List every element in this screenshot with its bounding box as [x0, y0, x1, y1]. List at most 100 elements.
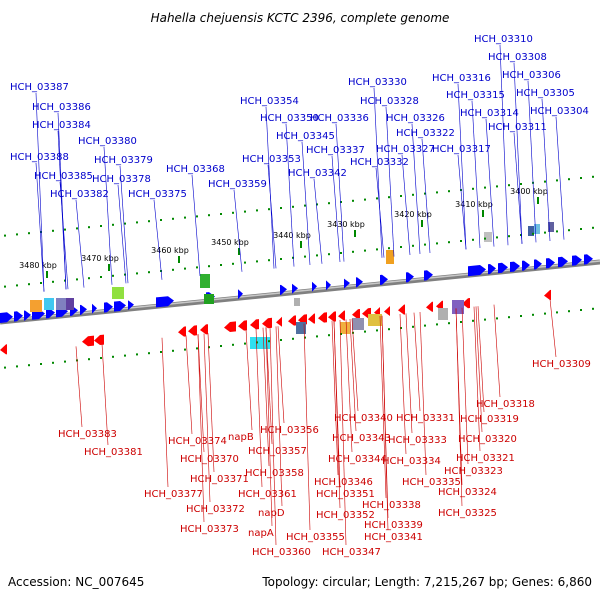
reverse-gene-leader: [161, 337, 169, 488]
reverse-gene-label: HCH_03361: [238, 489, 297, 500]
reverse-gene-arrow: [328, 311, 336, 322]
reverse-gene-arrow: [82, 335, 94, 347]
scale-dot: [484, 186, 486, 189]
scale-dot: [280, 207, 282, 209]
forward-gene-label: HCH_03375: [128, 189, 187, 200]
forward-gene-leader: [233, 189, 243, 272]
forward-gene-arrow: [468, 265, 486, 277]
scale-dot: [232, 262, 234, 265]
scale-dot: [148, 271, 150, 274]
reverse-gene-arrow: [338, 310, 345, 321]
kbp-tick-mark: [537, 197, 539, 204]
reverse-gene-leader: [461, 307, 469, 465]
forward-gene-label: HCH_03310: [474, 34, 533, 45]
kbp-tick-mark: [238, 248, 240, 255]
scale-dot: [400, 327, 402, 329]
reverse-gene-label: HCH_03339: [364, 520, 423, 531]
scale-dot: [244, 342, 246, 345]
reverse-gene-label: HCH_03343: [332, 433, 391, 444]
scale-dot: [496, 317, 498, 320]
forward-gene-leader: [485, 118, 495, 247]
forward-gene-arrow: [344, 278, 350, 289]
forward-gene-arrow: [558, 256, 568, 268]
forward-gene-label: HCH_03342: [288, 168, 347, 179]
reverse-gene-label: HCH_03351: [316, 489, 375, 500]
reverse-gene-label: HCH_03360: [252, 547, 311, 558]
reverse-gene-leader: [475, 306, 483, 433]
scale-dot: [232, 343, 234, 346]
scale-dot: [568, 229, 570, 232]
scale-dot: [472, 238, 474, 241]
reverse-gene-label: napB: [228, 432, 254, 443]
scale-dot: [316, 335, 318, 338]
reverse-gene-label: HCH_03324: [438, 487, 497, 498]
reverse-gene-leader: [269, 326, 277, 546]
scale-dot: [88, 226, 90, 229]
forward-gene-leader: [103, 146, 113, 285]
scale-dot: [52, 280, 54, 283]
forward-gene-leader: [285, 123, 295, 267]
forward-gene-label: HCH_03330: [348, 77, 407, 88]
scale-dot: [28, 283, 30, 286]
scale-dot: [244, 210, 246, 213]
reverse-gene-arrow: [200, 324, 208, 335]
scale-dot: [52, 361, 54, 364]
reverse-gene-arrow: [188, 325, 197, 336]
forward-gene-leader: [153, 199, 163, 280]
gene-feature-block: [30, 300, 42, 312]
scale-dot: [592, 307, 594, 310]
reverse-gene-leader: [381, 315, 389, 519]
reverse-gene-label: HCH_03309: [532, 359, 591, 370]
scale-dot: [196, 266, 198, 269]
scale-dot: [580, 177, 582, 179]
forward-gene-label: HCH_03382: [50, 189, 109, 200]
reverse-gene-leader: [101, 343, 109, 446]
scale-dot: [280, 339, 282, 341]
scale-dot: [136, 353, 138, 356]
scale-dot: [520, 315, 522, 317]
gene-feature-block: [296, 322, 306, 334]
reverse-gene-leader: [265, 327, 273, 445]
forward-gene-arrow: [128, 300, 134, 311]
scale-dot: [556, 179, 558, 182]
kbp-tick-mark: [300, 241, 302, 248]
forward-gene-label: HCH_03336: [310, 113, 369, 124]
gene-tracks: [0, 222, 593, 355]
reverse-gene-leader: [245, 329, 253, 431]
scale-dot: [268, 208, 270, 211]
forward-gene-arrow: [534, 259, 542, 270]
reverse-gene-labels: HCH_03383 HCH_03381 HCH_03374 napB HCH_03370…: [58, 298, 591, 558]
forward-gene-leader: [75, 199, 85, 288]
reverse-gene-label: HCH_03346: [314, 477, 373, 488]
forward-gene-leader: [457, 83, 467, 250]
scale-dot: [208, 214, 210, 217]
forward-gene-arrow: [14, 311, 23, 322]
reverse-gene-label: HCH_03331: [396, 413, 455, 424]
forward-gene-arrow: [114, 301, 126, 312]
scale-dot: [292, 256, 294, 259]
forward-gene-leader: [513, 62, 523, 244]
kbp-tick-mark: [482, 210, 484, 217]
reverse-gene-label: HCH_03383: [58, 429, 117, 440]
reverse-gene-arrow: [262, 317, 272, 329]
scale-dot: [580, 309, 582, 311]
forward-gene-leader: [499, 44, 509, 246]
forward-gene-leader: [119, 165, 129, 284]
reverse-gene-label: HCH_03335: [402, 477, 461, 488]
gene-feature-block: [352, 318, 364, 330]
reverse-gene-label: HCH_03320: [458, 434, 517, 445]
scale-dot: [460, 240, 462, 242]
scale-dot: [496, 185, 498, 188]
scale-dot: [544, 231, 546, 234]
reverse-gene-leader: [493, 304, 501, 398]
forward-gene-label: HCH_03308: [488, 52, 547, 63]
scale-dot: [4, 366, 6, 369]
scale-dot: [136, 221, 138, 224]
scale-dot: [220, 264, 222, 266]
scale-dot: [388, 196, 390, 199]
scale-dot: [280, 258, 282, 260]
scale-dot: [208, 346, 210, 349]
forward-gene-label: HCH_03322: [396, 128, 455, 139]
gene-feature-block: [484, 232, 492, 242]
forward-gene-arrow: [326, 280, 331, 291]
